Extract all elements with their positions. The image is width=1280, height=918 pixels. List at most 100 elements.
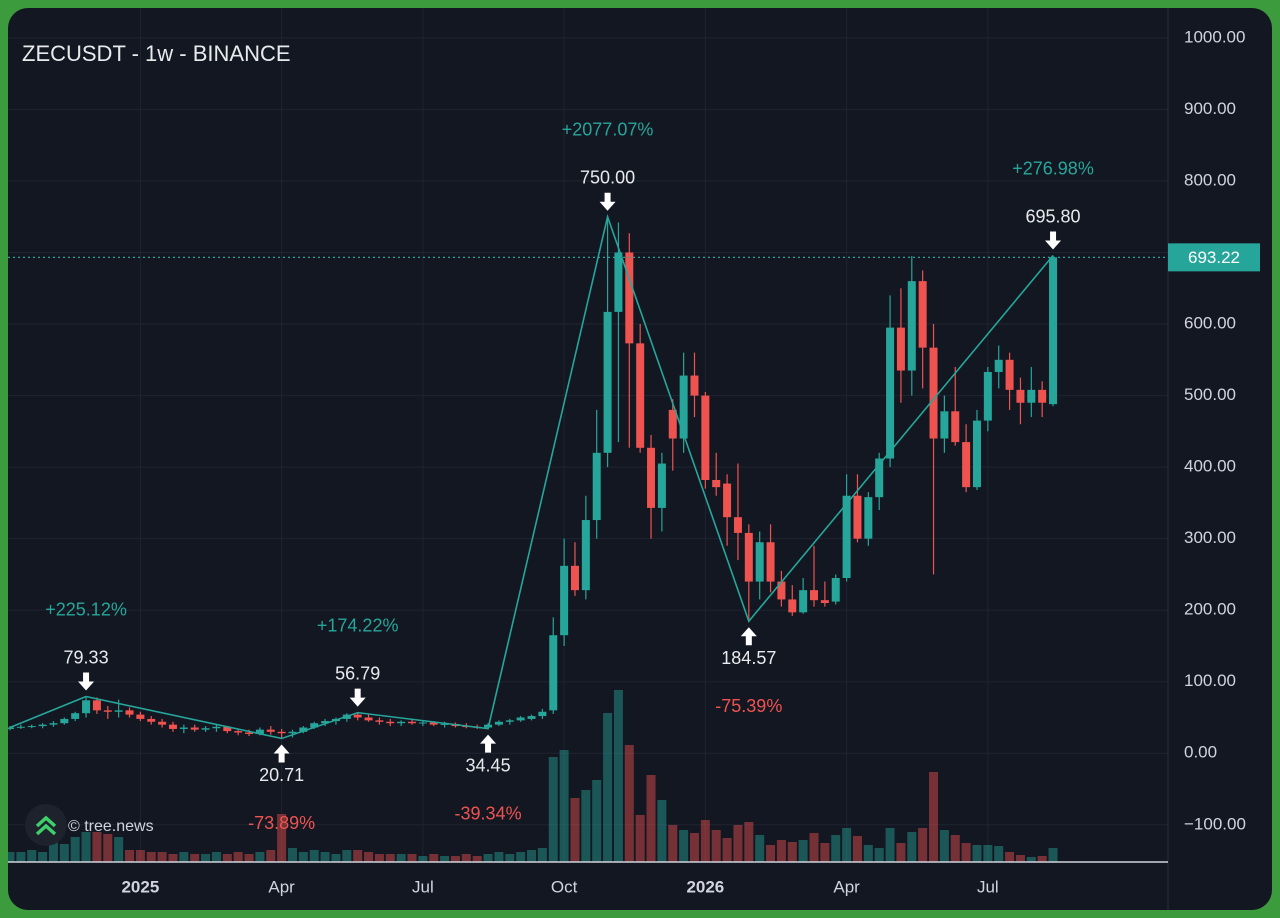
x-tick-label: 2025 [121, 877, 159, 896]
pivot-change: -73.89% [248, 813, 315, 833]
candle-body [951, 411, 960, 443]
volume-bar [342, 850, 352, 862]
volume-bar [1026, 857, 1036, 862]
candle-body [820, 600, 829, 604]
x-tick-label: 2026 [686, 877, 724, 896]
volume-bar [222, 854, 232, 862]
candle-body [16, 726, 25, 728]
volume-bar [559, 750, 569, 862]
volume-bar [364, 852, 374, 862]
zigzag-lead [9, 695, 87, 729]
volume-bar [483, 854, 493, 862]
pivot-label: 56.79 [335, 663, 380, 683]
candle-body [972, 420, 981, 488]
candle-body [918, 281, 927, 348]
volume-bar [81, 832, 91, 862]
volume-bar [233, 852, 243, 862]
candle-body [494, 721, 503, 725]
candle-body [1027, 389, 1036, 403]
volume-bar [168, 854, 178, 862]
volume-bar [831, 835, 841, 862]
volume-bar [548, 757, 558, 862]
y-tick-label: 800.00 [1184, 170, 1236, 189]
pivot-change: +174.22% [317, 615, 399, 635]
volume-bar [516, 852, 526, 862]
candle-body [516, 717, 525, 721]
candle-body [103, 710, 112, 712]
candle-body [201, 728, 210, 730]
volume-bar [874, 848, 884, 862]
candle-body [125, 710, 134, 715]
volume-bar [972, 845, 982, 862]
volume-bar [494, 852, 504, 862]
candle-body [223, 726, 232, 732]
candle-body [896, 327, 905, 371]
volume-bar [657, 800, 667, 862]
candle-body [560, 565, 569, 636]
y-tick-label: 300.00 [1184, 528, 1236, 547]
last-price-box [1168, 243, 1260, 272]
volume-bar [309, 850, 319, 862]
candle-body [570, 565, 579, 591]
volume-bar [787, 842, 797, 862]
volume-bar [374, 854, 384, 862]
volume-bar [722, 838, 732, 862]
volume-bar [103, 834, 113, 862]
pivot-arrow [480, 734, 497, 753]
watermark-chevrons [35, 815, 57, 836]
candle-body [1016, 389, 1025, 403]
candle-body [657, 463, 666, 508]
volume-bar [146, 852, 156, 862]
candle-body [549, 635, 558, 711]
candle-body [962, 442, 971, 488]
last-price-label: 693.22 [1188, 248, 1240, 267]
pivot-arrow [740, 627, 757, 646]
candle-body [625, 252, 634, 344]
volume-bar [755, 835, 765, 862]
candle-body [647, 447, 656, 508]
candle-body [147, 718, 156, 722]
candle-body [38, 724, 47, 727]
volume-bar [287, 848, 297, 862]
candle-body [777, 581, 786, 600]
candle-body [386, 721, 395, 724]
volume-layer [8, 690, 1058, 862]
volume-bar [407, 854, 417, 862]
volume-bar [472, 856, 482, 862]
candle-body [907, 281, 916, 371]
x-tick-label: Jul [977, 877, 999, 896]
pivot-label: 20.71 [259, 765, 304, 785]
volume-bar [266, 850, 276, 862]
volume-bar [570, 798, 580, 862]
volume-bar [527, 850, 537, 862]
volume-bar [994, 846, 1004, 862]
volume-bar [950, 835, 960, 862]
volume-bar [179, 852, 189, 862]
candle-body [886, 327, 895, 459]
volume-bar [939, 830, 949, 862]
volume-bar [385, 854, 395, 862]
candle-body [755, 542, 764, 582]
volume-bar [16, 852, 26, 862]
volume-bar [983, 845, 993, 862]
candle-body [27, 726, 36, 728]
volume-bar [635, 815, 645, 862]
candle-body [190, 727, 199, 730]
candle-body [82, 700, 91, 714]
candle-body [321, 721, 330, 724]
x-tick-label: Jul [412, 877, 434, 896]
pivot-arrow [78, 672, 95, 691]
candle-body [668, 409, 677, 439]
candle-body [212, 726, 221, 729]
candle-body [168, 724, 177, 729]
candle-body [1038, 389, 1047, 403]
volume-bar [733, 825, 743, 862]
volume-bar [48, 842, 58, 862]
candle-body [581, 520, 590, 591]
volume-bar [320, 852, 330, 862]
pivot-arrow [1045, 231, 1062, 250]
candle-body [179, 727, 188, 729]
y-tick-label: −100.00 [1184, 814, 1246, 833]
candle-body [799, 590, 808, 613]
